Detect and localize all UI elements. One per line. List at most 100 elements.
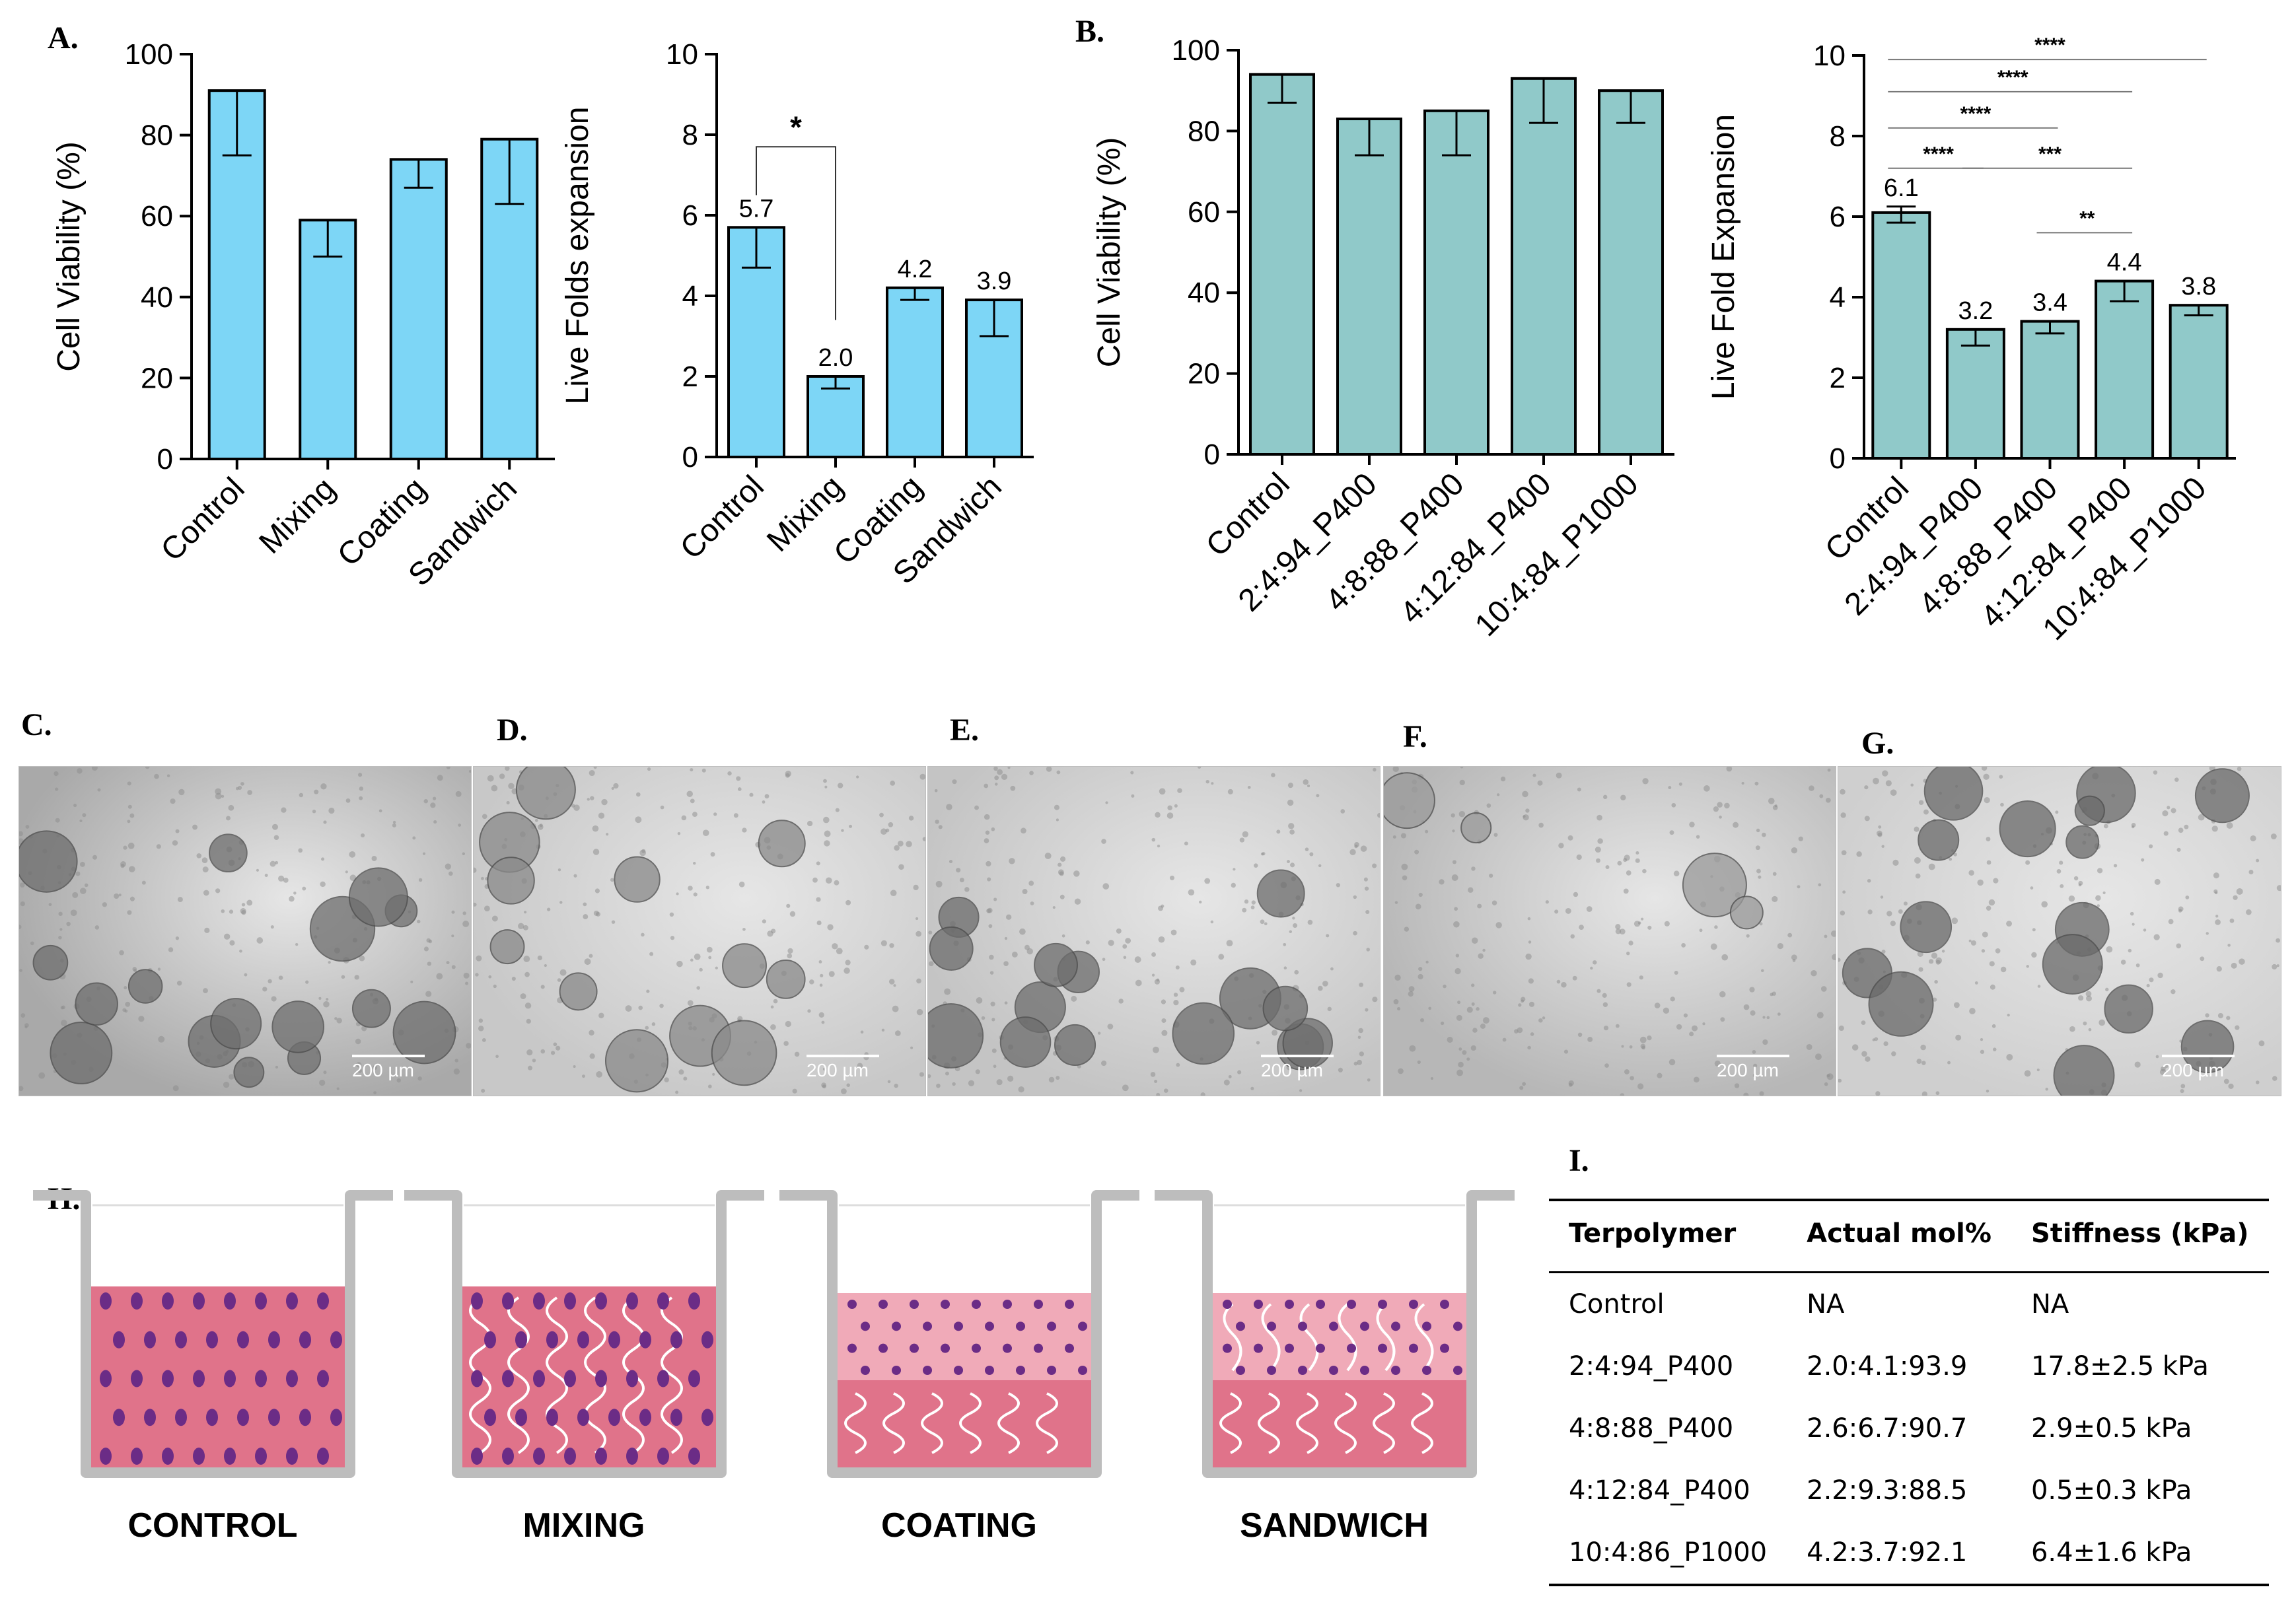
cell-speck [1639,1036,1647,1043]
cell-speck [2184,824,2189,829]
cell-speck [843,967,850,974]
cell-speck [794,1051,800,1057]
cell [131,1370,143,1387]
table-row: 4:12:84_P400 2.2:9.3:88.5 0.5±0.3 kPa [1549,1459,2269,1522]
cell [471,1370,483,1387]
cell-speck [1394,974,1401,981]
cell-speck [2024,1070,2031,1077]
data-label: 3.9 [977,267,1012,295]
cell-speck [312,810,316,814]
cell-speck [1161,1030,1168,1036]
polymer-strand [1258,1392,1280,1454]
cell-speck [1451,813,1455,818]
cell-speck [822,1067,826,1071]
cell-speck [1934,979,1938,984]
cell-speck [229,940,235,946]
cell-speck [987,907,993,913]
cell [954,1366,963,1375]
cell-speck [326,998,329,1001]
cell-speck [916,978,921,984]
cell-speck [1676,1024,1682,1030]
cell-speck [412,836,416,840]
spheroid [1918,819,1960,861]
cell-speck [702,829,709,836]
cell-speck [589,1053,595,1059]
cell [879,1300,888,1309]
panel-label-e: E. [950,713,980,748]
cell-speck [278,975,283,980]
cell-speck [359,796,363,800]
cell-speck [2086,995,2092,1002]
cell-speck [172,840,178,846]
cell-speck [1290,862,1295,868]
cell-speck [887,1080,891,1084]
cell [515,1331,527,1349]
polymer-strand [959,1392,982,1454]
cell-speck [964,887,970,892]
cell-speck [20,882,25,888]
cell-speck [1556,772,1562,779]
cell-speck [359,955,365,962]
cell-speck [1641,1045,1646,1050]
cell [237,1409,249,1426]
cell-speck [474,867,477,873]
y-tick-label: 4 [682,280,698,312]
x-tick-label: 10:4:84_P1000 [1468,466,1645,643]
cell-speck [1009,858,1015,864]
cell [1078,1366,1087,1375]
cell-speck [1303,779,1309,785]
cell-speck [356,1062,362,1068]
cell [954,1321,963,1331]
cell-speck [1164,1088,1168,1093]
cell-speck [916,1008,923,1016]
cell-speck [1758,875,1762,879]
cell-speck [24,1026,28,1029]
cell-speck [1107,1024,1114,1030]
cell-speck [2215,919,2221,925]
cell-speck [283,877,289,883]
cell-speck [1102,883,1110,890]
cell [144,1409,156,1426]
cell-speck [482,814,487,820]
scale-bar-label: 200 µm [1717,1060,1779,1080]
cell-speck [1563,1049,1569,1054]
cell-speck [812,877,818,883]
y-tick-label: 20 [141,362,173,394]
cell-speck [1116,928,1122,934]
cell-speck [466,1043,471,1049]
cell [224,1370,236,1387]
cell-speck [1918,800,1924,805]
cell: 2.6:6.7:90.7 [1807,1413,1968,1444]
cell-speck [593,910,599,916]
cell-speck [1772,805,1778,810]
cell-speck [1366,948,1371,952]
cell-speck [949,859,953,864]
cell-speck [996,1079,1003,1086]
cell-speck [48,903,52,907]
cell-speck [1001,773,1008,781]
cell-speck [822,1084,826,1089]
cell-speck [1724,802,1730,809]
cell-speck [417,919,421,924]
cell-speck [708,956,712,960]
cell-speck [336,1087,340,1090]
cell [237,1331,249,1349]
cell-speck [2097,868,2103,874]
cell-speck [1058,862,1062,867]
cell [317,1370,329,1387]
cell-speck [1288,823,1295,829]
cell-speck [491,915,498,922]
cell [608,1409,620,1426]
gel-layer [91,1286,345,1467]
micrograph-texture [19,767,471,1095]
cell-speck [129,866,135,872]
cell-speck [1414,849,1419,855]
cell-speck [849,824,853,828]
cell-speck [550,1051,556,1055]
cell-speck [1890,789,1897,796]
cell-speck [823,779,827,783]
cell-speck [1159,788,1166,795]
cell-speck [935,820,939,824]
cell-speck [1161,904,1165,908]
